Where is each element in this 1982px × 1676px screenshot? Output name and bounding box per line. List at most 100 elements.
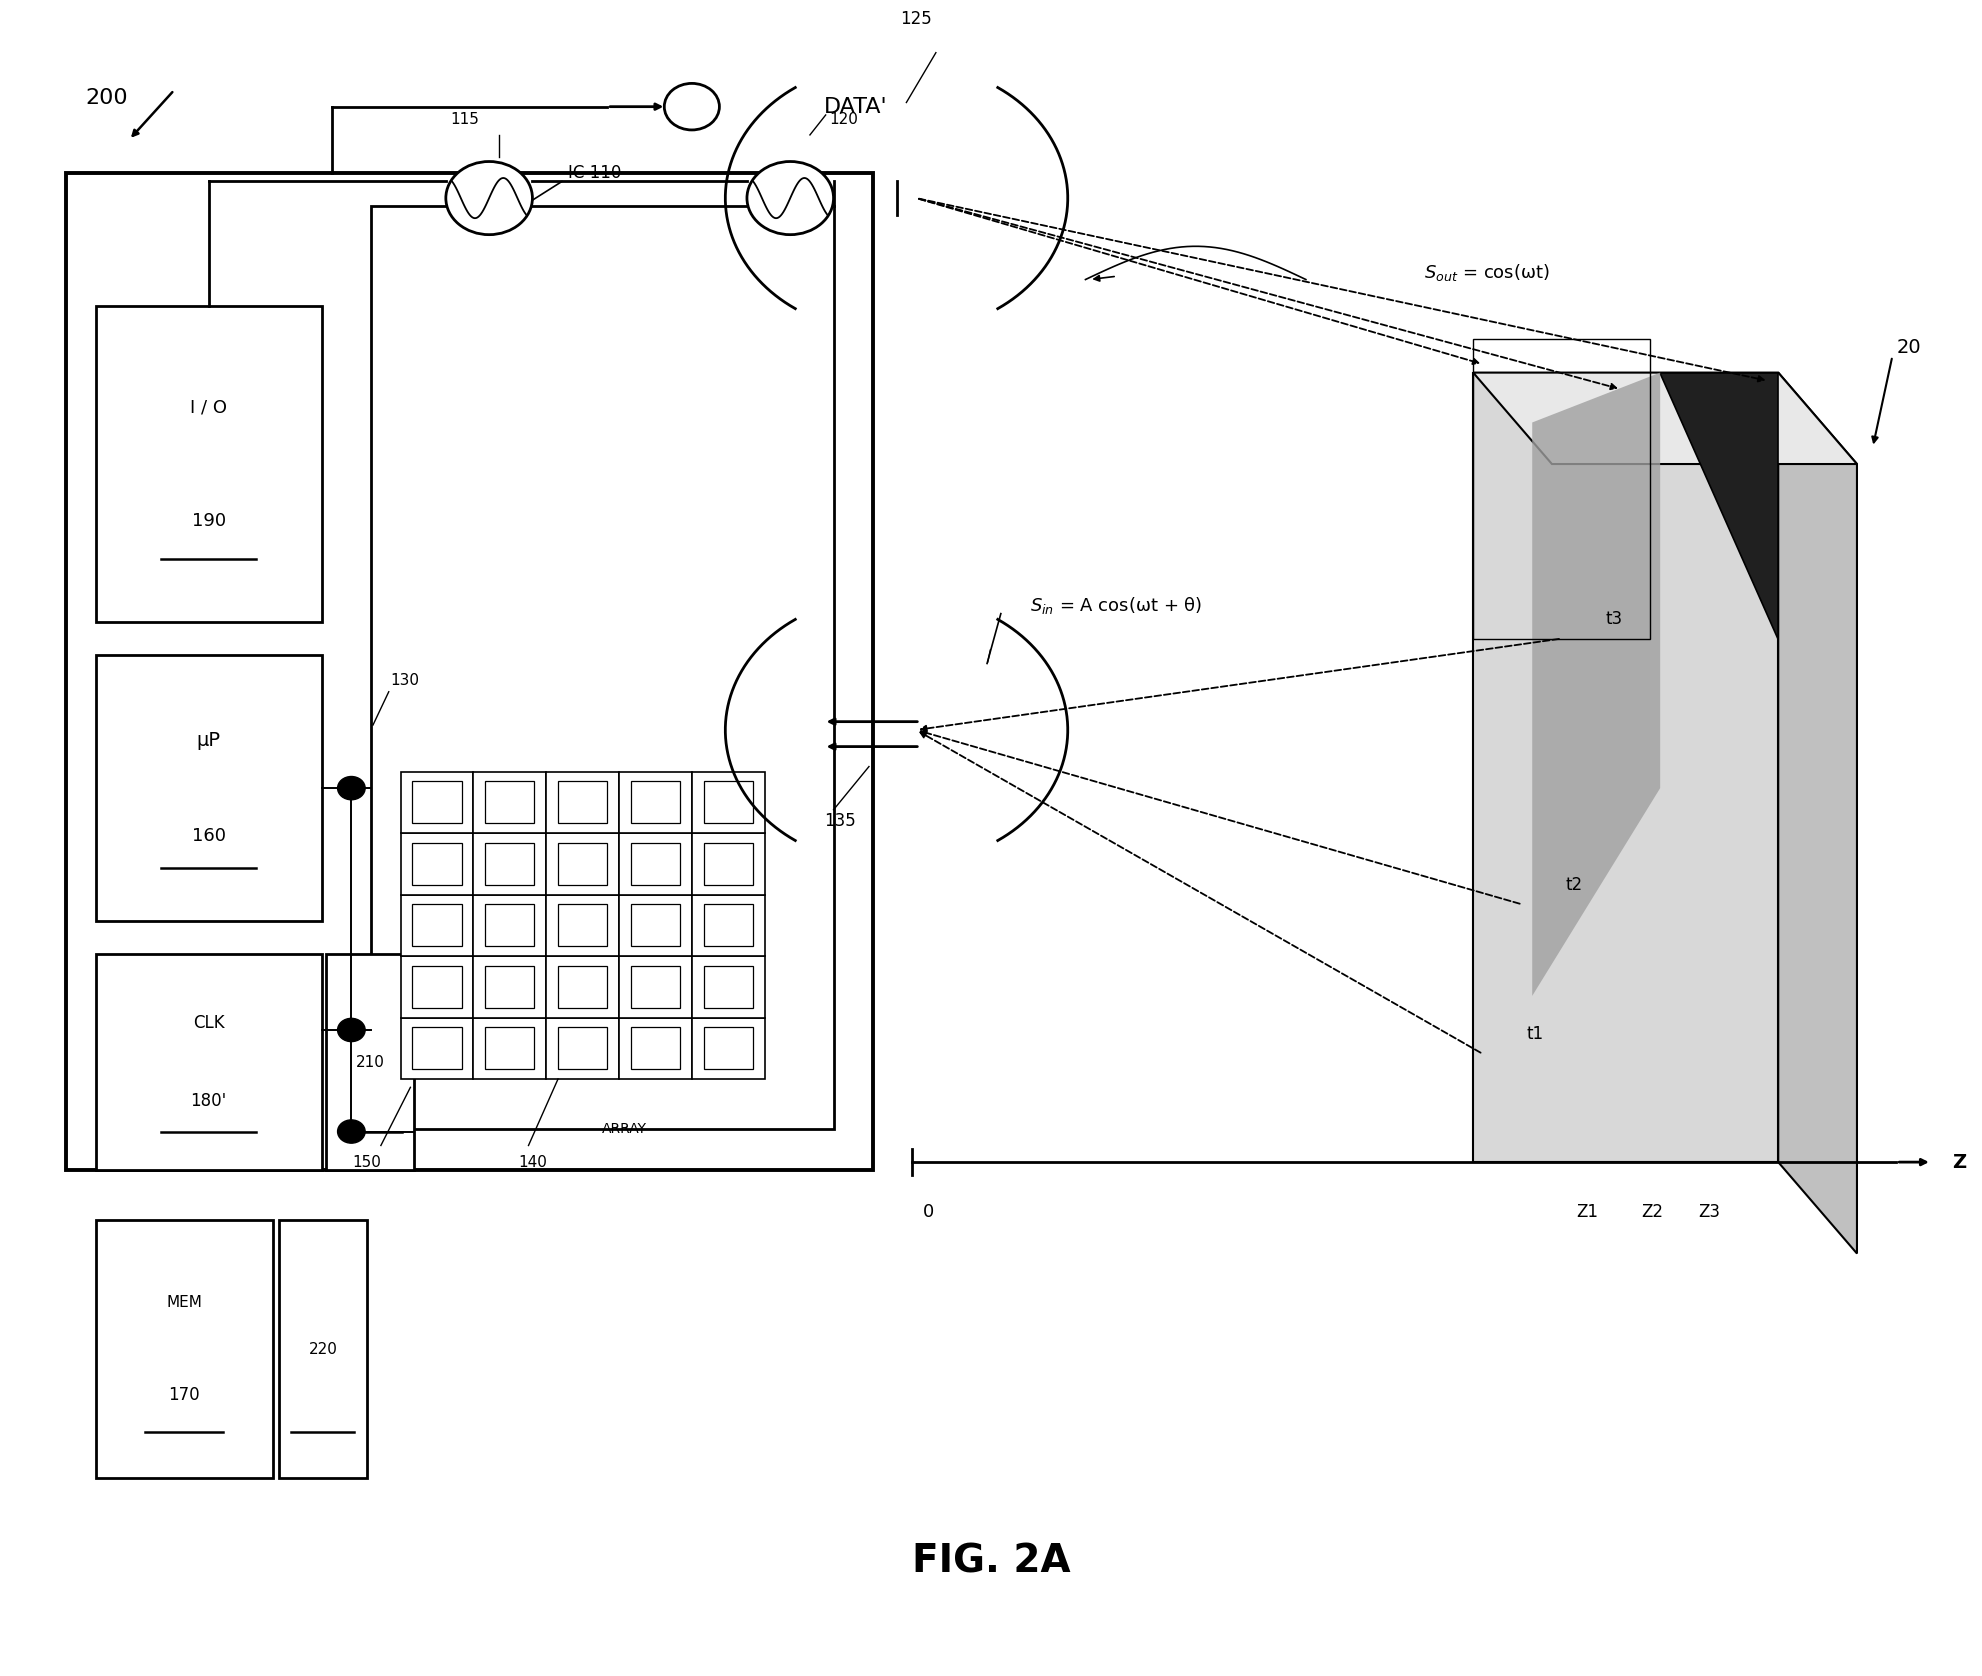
Text: 125: 125 bbox=[900, 10, 932, 28]
Bar bbox=[486, 905, 535, 945]
Text: t1: t1 bbox=[1526, 1026, 1544, 1042]
Text: Z3: Z3 bbox=[1699, 1203, 1720, 1222]
Bar bbox=[692, 895, 765, 955]
Bar bbox=[692, 955, 765, 1017]
Bar bbox=[547, 895, 618, 955]
Text: 170: 170 bbox=[168, 1386, 200, 1404]
Bar bbox=[630, 905, 680, 945]
Circle shape bbox=[337, 1120, 365, 1143]
Bar bbox=[547, 1017, 618, 1079]
Bar bbox=[692, 1017, 765, 1079]
Bar bbox=[704, 905, 753, 945]
Bar bbox=[704, 843, 753, 885]
Text: $S_{out}$ = cos(ωt): $S_{out}$ = cos(ωt) bbox=[1423, 263, 1550, 283]
Bar bbox=[547, 833, 618, 895]
Circle shape bbox=[337, 776, 365, 799]
Bar bbox=[618, 955, 692, 1017]
Bar bbox=[618, 895, 692, 955]
Bar bbox=[559, 1027, 606, 1069]
Text: 130: 130 bbox=[390, 672, 420, 687]
Bar bbox=[400, 1017, 474, 1079]
Bar bbox=[486, 843, 535, 885]
Bar bbox=[95, 655, 321, 922]
Circle shape bbox=[664, 84, 719, 131]
Bar bbox=[412, 905, 462, 945]
Text: $S_{in}$ = A cos(ωt + θ): $S_{in}$ = A cos(ωt + θ) bbox=[1031, 595, 1203, 615]
Bar bbox=[704, 1027, 753, 1069]
Bar bbox=[486, 965, 535, 1007]
Bar bbox=[279, 1220, 367, 1478]
Bar bbox=[630, 843, 680, 885]
Bar bbox=[412, 1027, 462, 1069]
Text: 190: 190 bbox=[192, 511, 226, 530]
Text: 115: 115 bbox=[450, 112, 480, 127]
Polygon shape bbox=[1473, 372, 1857, 464]
Polygon shape bbox=[1473, 372, 1778, 1161]
Bar bbox=[704, 781, 753, 823]
Bar bbox=[412, 781, 462, 823]
Bar bbox=[559, 965, 606, 1007]
Bar bbox=[630, 1027, 680, 1069]
Polygon shape bbox=[1532, 372, 1661, 996]
Circle shape bbox=[337, 1019, 365, 1041]
Bar bbox=[547, 771, 618, 833]
Polygon shape bbox=[1778, 372, 1857, 1254]
Text: 150: 150 bbox=[353, 1155, 381, 1170]
Text: MEM: MEM bbox=[166, 1296, 202, 1311]
Bar bbox=[559, 781, 606, 823]
Bar bbox=[692, 833, 765, 895]
Bar bbox=[95, 1220, 274, 1478]
Text: μP: μP bbox=[196, 731, 220, 749]
Bar bbox=[474, 895, 547, 955]
Bar bbox=[630, 781, 680, 823]
Bar bbox=[618, 833, 692, 895]
Text: IC 110: IC 110 bbox=[569, 164, 620, 183]
Bar bbox=[618, 771, 692, 833]
Text: 200: 200 bbox=[85, 89, 129, 109]
Text: 120: 120 bbox=[830, 112, 858, 127]
Bar bbox=[547, 955, 618, 1017]
Bar bbox=[95, 954, 321, 1170]
Bar bbox=[486, 781, 535, 823]
Text: t3: t3 bbox=[1605, 610, 1621, 627]
Polygon shape bbox=[1661, 372, 1778, 639]
Bar bbox=[474, 1017, 547, 1079]
Bar bbox=[400, 895, 474, 955]
Bar bbox=[371, 206, 834, 1130]
Text: DATA': DATA' bbox=[825, 97, 888, 117]
Bar bbox=[412, 965, 462, 1007]
Bar bbox=[474, 833, 547, 895]
Bar bbox=[400, 833, 474, 895]
Bar bbox=[618, 1017, 692, 1079]
Bar bbox=[1473, 339, 1651, 639]
Text: FIG. 2A: FIG. 2A bbox=[912, 1542, 1070, 1580]
Bar bbox=[412, 843, 462, 885]
Bar bbox=[486, 1027, 535, 1069]
Text: 140: 140 bbox=[519, 1155, 547, 1170]
Bar bbox=[692, 771, 765, 833]
Text: 210: 210 bbox=[355, 1054, 385, 1069]
Circle shape bbox=[747, 161, 834, 235]
Circle shape bbox=[446, 161, 533, 235]
Bar bbox=[630, 965, 680, 1007]
Bar bbox=[559, 905, 606, 945]
Bar bbox=[65, 173, 872, 1170]
Bar bbox=[474, 771, 547, 833]
Bar bbox=[400, 771, 474, 833]
Text: 135: 135 bbox=[825, 813, 856, 830]
Bar bbox=[704, 965, 753, 1007]
Text: 220: 220 bbox=[309, 1341, 337, 1356]
Text: I / O: I / O bbox=[190, 399, 228, 416]
Bar bbox=[559, 843, 606, 885]
Bar bbox=[474, 955, 547, 1017]
Text: t2: t2 bbox=[1566, 875, 1584, 893]
Text: 20: 20 bbox=[1897, 339, 1921, 357]
Bar bbox=[95, 307, 321, 622]
Text: ARRAY: ARRAY bbox=[603, 1121, 648, 1136]
Text: Z2: Z2 bbox=[1641, 1203, 1663, 1222]
Text: 0: 0 bbox=[922, 1203, 934, 1222]
Text: 180': 180' bbox=[190, 1093, 226, 1110]
Bar bbox=[400, 955, 474, 1017]
Text: 160: 160 bbox=[192, 826, 226, 845]
Bar bbox=[325, 954, 414, 1170]
